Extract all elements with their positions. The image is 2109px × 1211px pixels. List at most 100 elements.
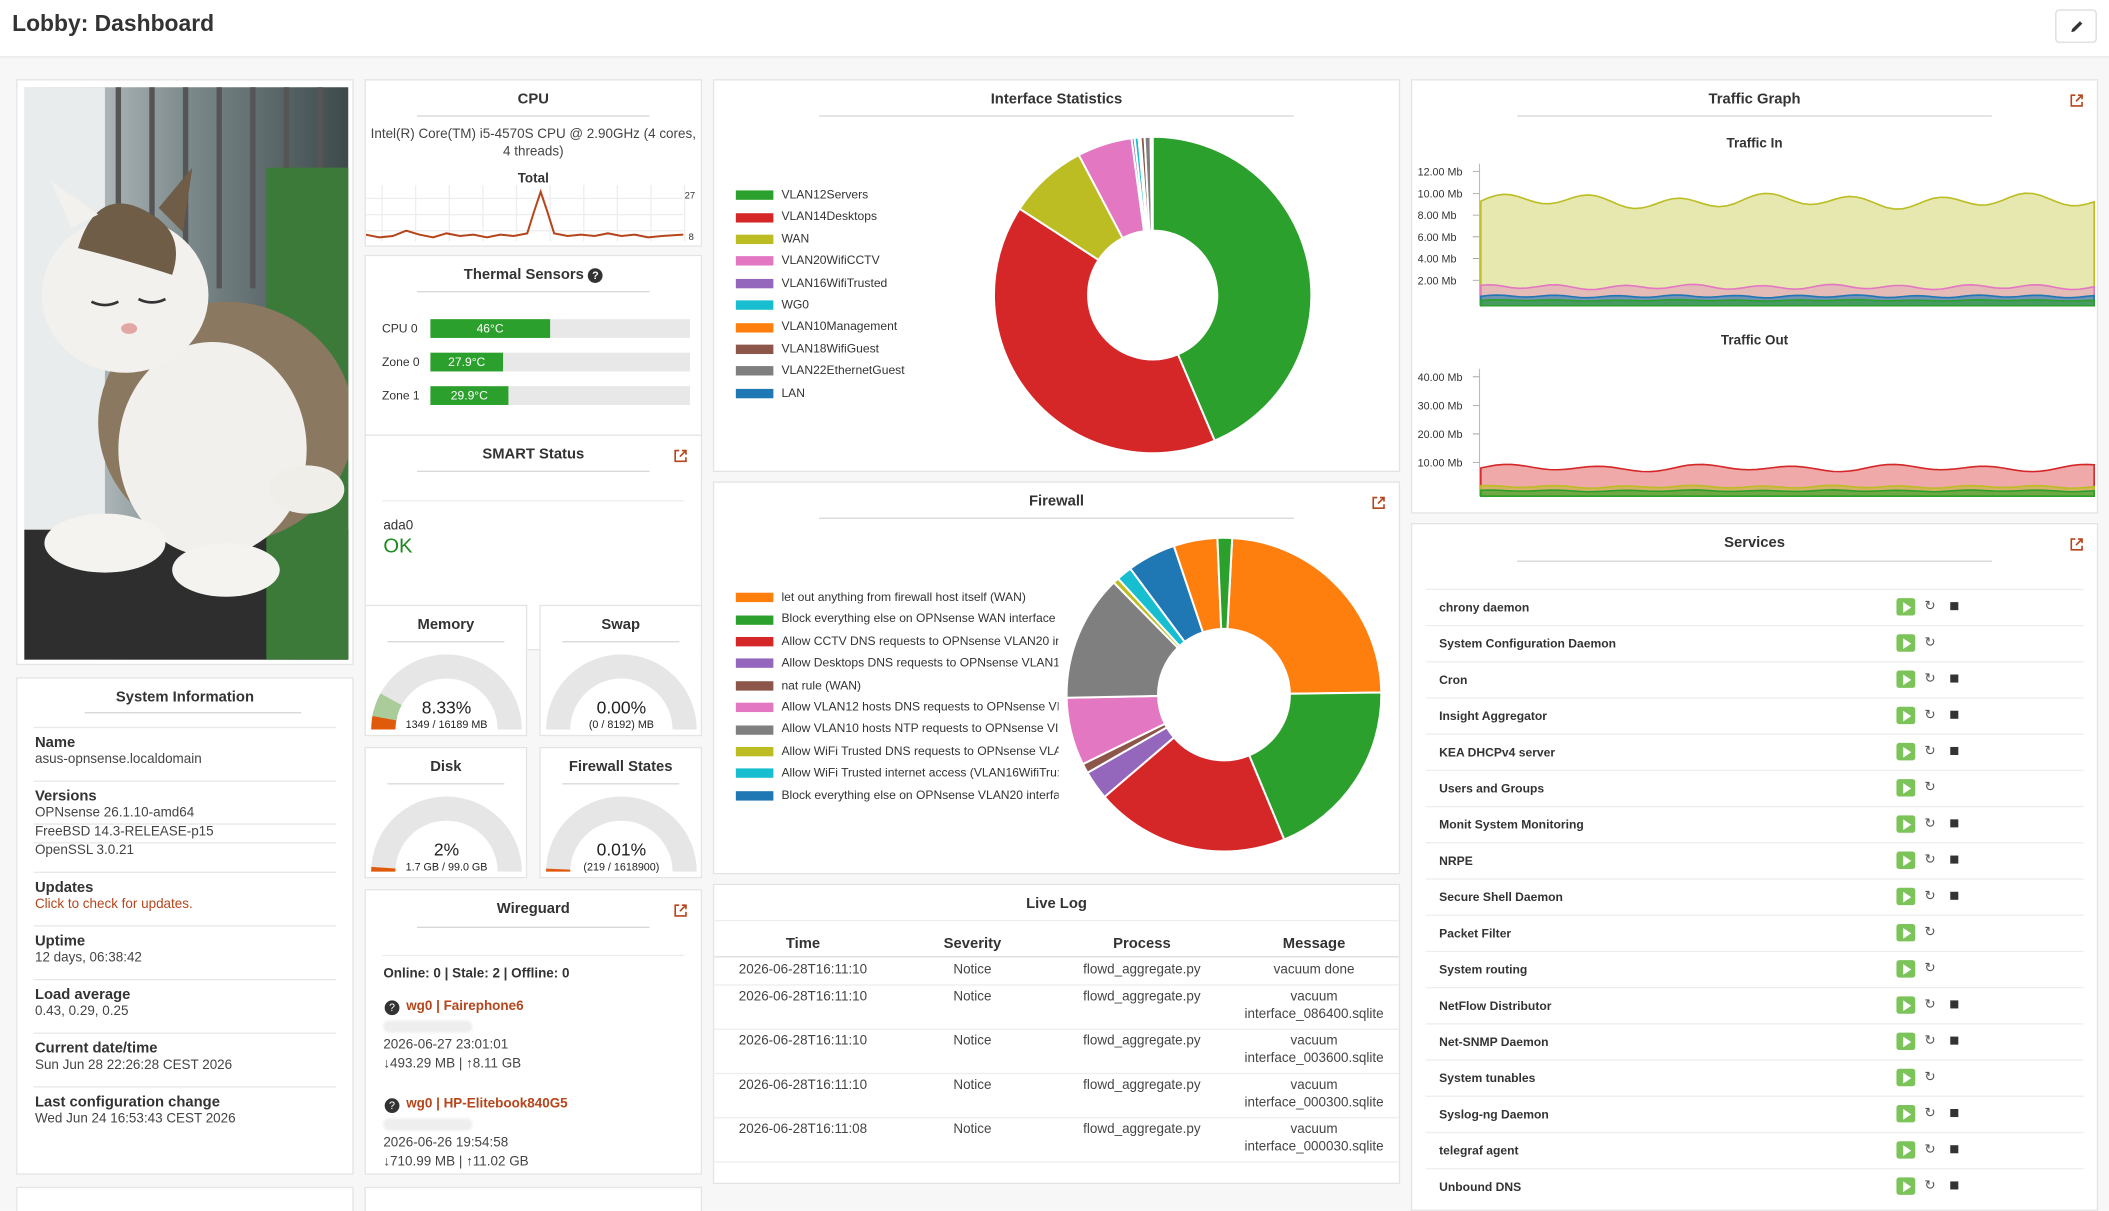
service-stop-button[interactable]	[1945, 1177, 1964, 1194]
service-restart-button[interactable]: ↻	[1924, 925, 1936, 941]
legend-item[interactable]: Allow WiFi Trusted DNS requests to OPNse…	[735, 743, 1059, 758]
legend-item[interactable]: Allow VLAN12 hosts DNS requests to OPNse…	[735, 700, 1059, 713]
service-start-button[interactable]	[1896, 742, 1916, 761]
service-stop-button[interactable]	[1945, 707, 1964, 724]
donut-slice[interactable]	[1247, 691, 1383, 841]
help-icon[interactable]: ?	[384, 1000, 400, 1016]
service-start-button[interactable]	[1896, 779, 1916, 797]
external-link-icon[interactable]	[674, 449, 687, 463]
cpu-graph-label: Total	[517, 171, 549, 187]
check-updates-link[interactable]: Click to check for updates.	[34, 897, 193, 912]
service-restart-button[interactable]: ↻	[1924, 1142, 1936, 1158]
service-start-button[interactable]	[1896, 815, 1916, 833]
edit-dashboard-button[interactable]	[2055, 9, 2097, 43]
log-column-header[interactable]: Process	[1113, 936, 1171, 953]
service-restart-button[interactable]: ↻	[1924, 1178, 1936, 1194]
service-restart-button[interactable]: ↻	[1924, 599, 1936, 615]
donut-slice[interactable]	[1065, 581, 1180, 699]
service-stop-button[interactable]	[1945, 1033, 1964, 1050]
legend-item[interactable]: Allow Desktops DNS requests to OPNsense …	[735, 656, 1059, 669]
legend-label: Allow WiFi Trusted DNS requests to OPNse…	[781, 743, 1059, 758]
service-restart-button[interactable]: ↻	[1924, 852, 1936, 868]
service-stop-button[interactable]	[1945, 852, 1964, 869]
system-information-widget: System Information Name asus-opnsense.loc…	[16, 677, 354, 1175]
service-stop-button[interactable]	[1945, 671, 1964, 688]
service-start-button[interactable]	[1896, 634, 1916, 652]
service-stop-button[interactable]	[1945, 598, 1964, 615]
service-restart-button[interactable]: ↻	[1924, 816, 1936, 832]
log-column-header[interactable]: Time	[785, 936, 821, 953]
help-icon[interactable]: ?	[587, 267, 603, 283]
service-start-button[interactable]	[1896, 1068, 1916, 1087]
service-start-button[interactable]	[1896, 706, 1916, 725]
legend-item[interactable]: VLAN22EthernetGuest	[735, 364, 905, 377]
service-restart-button[interactable]: ↻	[1924, 1033, 1936, 1049]
service-restart-button[interactable]: ↻	[1924, 744, 1936, 760]
donut-slice[interactable]	[1226, 536, 1383, 695]
service-restart-button[interactable]: ↻	[1924, 780, 1936, 796]
donut-slice[interactable]	[992, 207, 1217, 455]
service-start-button[interactable]	[1896, 887, 1916, 906]
sysinfo-value: Sun Jun 28 22:26:28 CEST 2026	[34, 1058, 233, 1073]
legend-item[interactable]: WG0	[735, 298, 809, 311]
legend-item[interactable]: Allow VLAN10 hosts NTP requests to OPNse…	[735, 722, 1058, 735]
service-stop-button[interactable]	[1945, 1141, 1964, 1158]
legend-item[interactable]: VLAN12Servers	[735, 188, 868, 201]
wireguard-peer-name[interactable]: wg0 | Fairephone6	[406, 999, 524, 1014]
service-stop-button[interactable]	[1945, 743, 1964, 760]
legend-item[interactable]: LAN	[735, 386, 805, 399]
smart-title: SMART Status	[482, 446, 585, 463]
service-restart-button[interactable]: ↻	[1924, 997, 1936, 1013]
thermal-bar-fill: 29.9°C	[430, 386, 509, 405]
donut-slice[interactable]	[1149, 135, 1154, 232]
help-icon[interactable]: ?	[384, 1098, 400, 1114]
legend-item[interactable]: VLAN16WifiTrusted	[735, 276, 887, 289]
legend-item[interactable]: WAN	[735, 232, 809, 245]
memory-gauge: 8.33% 1349 / 16189 MB	[371, 654, 522, 731]
log-column-header[interactable]: Message	[1282, 936, 1346, 953]
service-stop-button[interactable]	[1945, 815, 1964, 832]
service-restart-button[interactable]: ↻	[1924, 1070, 1936, 1085]
legend-item[interactable]: Allow CCTV DNS requests to OPNsense VLAN…	[735, 634, 1059, 647]
donut-slice[interactable]	[1151, 135, 1313, 442]
service-start-button[interactable]	[1896, 923, 1916, 942]
external-link-icon[interactable]	[674, 904, 687, 917]
log-time: 2026-06-28T16:11:10	[738, 989, 868, 1005]
service-stop-button[interactable]	[1945, 1105, 1964, 1122]
service-restart-button[interactable]: ↻	[1924, 671, 1936, 687]
legend-item[interactable]: nat rule (WAN)	[735, 678, 861, 691]
external-link-icon[interactable]	[2070, 94, 2083, 107]
legend-item[interactable]: Allow WiFi Trusted internet access (VLAN…	[735, 766, 1059, 779]
service-restart-button[interactable]: ↻	[1924, 889, 1936, 904]
service-stop-button[interactable]	[1945, 888, 1964, 905]
legend-item[interactable]: Block everything else on OPNsense VLAN20…	[735, 788, 1059, 801]
legend-item[interactable]: VLAN18WifiGuest	[735, 342, 879, 355]
service-start-button[interactable]	[1896, 851, 1916, 869]
legend-item[interactable]: VLAN14Desktops	[735, 210, 877, 223]
donut-slice[interactable]	[1103, 736, 1286, 853]
service-start-button[interactable]	[1896, 670, 1916, 688]
log-column-header[interactable]: Severity	[943, 936, 1002, 953]
service-restart-button[interactable]: ↻	[1924, 961, 1936, 977]
service-start-button[interactable]	[1896, 996, 1916, 1014]
external-link-icon[interactable]	[2070, 538, 2083, 551]
legend-item[interactable]: VLAN10Management	[735, 320, 897, 333]
service-name: Insight Aggregator	[1439, 709, 1547, 723]
donut-slice[interactable]	[1216, 536, 1234, 631]
service-restart-button[interactable]: ↻	[1924, 1106, 1936, 1122]
service-stop-button[interactable]	[1945, 996, 1964, 1013]
service-start-button[interactable]	[1896, 1032, 1916, 1051]
legend-item[interactable]: let out anything from firewall host itse…	[735, 590, 1026, 603]
legend-item[interactable]: VLAN20WifiCCTV	[735, 254, 880, 267]
legend-item[interactable]: Block everything else on OPNsense WAN in…	[735, 612, 1056, 625]
wireguard-peer-name[interactable]: wg0 | HP-Elitebook840G5	[406, 1096, 568, 1112]
service-start-button[interactable]	[1896, 960, 1916, 978]
service-start-button[interactable]	[1896, 1177, 1916, 1195]
service-restart-button[interactable]: ↻	[1924, 708, 1936, 723]
service-start-button[interactable]	[1896, 598, 1916, 616]
service-restart-button[interactable]: ↻	[1924, 635, 1936, 651]
disk-widget: Disk 2% 1.7 GB / 99.0 GB	[364, 746, 528, 879]
external-link-icon[interactable]	[1372, 496, 1385, 510]
service-start-button[interactable]	[1896, 1104, 1916, 1123]
service-start-button[interactable]	[1896, 1141, 1916, 1159]
